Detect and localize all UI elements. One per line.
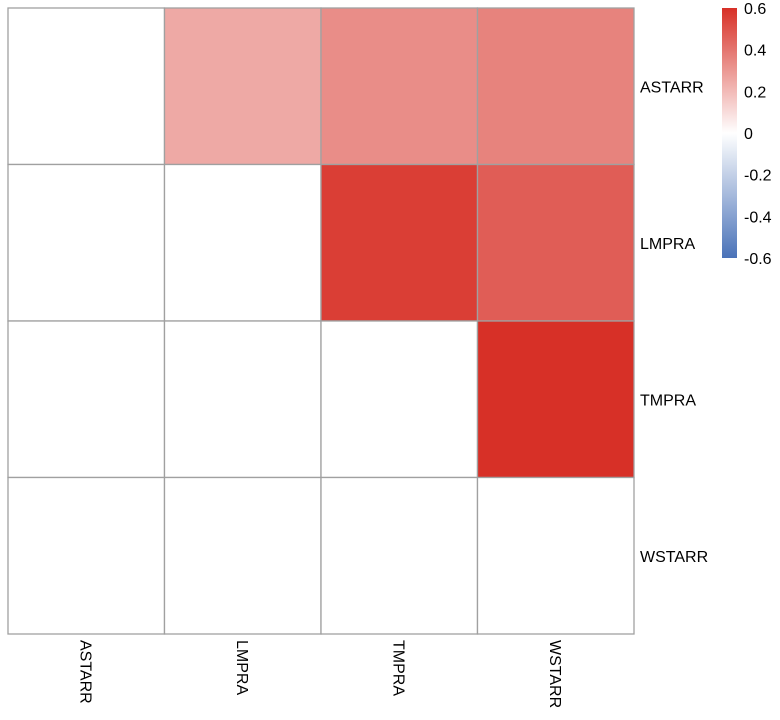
heatmap-cell-astarr-tmpra: [320, 7, 479, 166]
legend-tick-label: -0.2: [744, 168, 772, 185]
row-label-tmpra: TMPRA: [640, 392, 696, 409]
column-labels: ASTARR LMPRA TMPRA WSTARR: [76, 640, 563, 708]
heatmap-cell-tmpra-tmpra: [320, 320, 479, 479]
row-label-astarr: ASTARR: [640, 79, 704, 96]
color-legend-ticks: 0.6 0.4 0.2 0 -0.2 -0.4 -0.6: [744, 1, 772, 268]
legend-tick-label: 0.4: [744, 43, 766, 60]
legend-tick-label: 0.6: [744, 1, 766, 18]
heatmap-cell-lmpra-tmpra: [320, 163, 479, 322]
heatmap-cell-lmpra-astarr: [7, 163, 166, 322]
heatmap-cell-tmpra-wstarr: [476, 320, 635, 479]
column-label-lmpra: LMPRA: [233, 640, 250, 695]
heatmap-cell-lmpra-lmpra: [163, 163, 322, 322]
heatmap-cell-wstarr-tmpra: [320, 476, 479, 635]
column-label-wstarr: WSTARR: [546, 640, 563, 708]
legend-tick-label: 0: [744, 126, 753, 143]
heatmap-cell-astarr-wstarr: [476, 7, 635, 166]
heatmap-cell-wstarr-astarr: [7, 476, 166, 635]
heatmap-cell-astarr-astarr: [7, 7, 166, 166]
heatmap-cell-tmpra-lmpra: [163, 320, 322, 479]
row-labels: ASTARR LMPRA TMPRA WSTARR: [640, 79, 708, 566]
column-label-tmpra: TMPRA: [389, 640, 406, 696]
heatmap-cell-lmpra-wstarr: [476, 163, 635, 322]
heatmap-cell-tmpra-astarr: [7, 320, 166, 479]
legend-tick-label: -0.6: [744, 251, 772, 268]
heatmap-cells: [7, 7, 635, 635]
column-label-astarr: ASTARR: [76, 640, 93, 704]
row-label-lmpra: LMPRA: [640, 236, 695, 253]
legend-tick-label: -0.4: [744, 209, 772, 226]
legend-tick-label: 0.2: [744, 84, 766, 101]
color-legend: 0.6 0.4 0.2 0 -0.2 -0.4 -0.6: [722, 1, 772, 268]
heatmap-cell-wstarr-wstarr: [476, 476, 635, 635]
heatmap-cell-wstarr-lmpra: [163, 476, 322, 635]
heatmap-cell-astarr-lmpra: [163, 7, 322, 166]
row-label-wstarr: WSTARR: [640, 549, 708, 566]
color-legend-bar: [722, 8, 737, 258]
